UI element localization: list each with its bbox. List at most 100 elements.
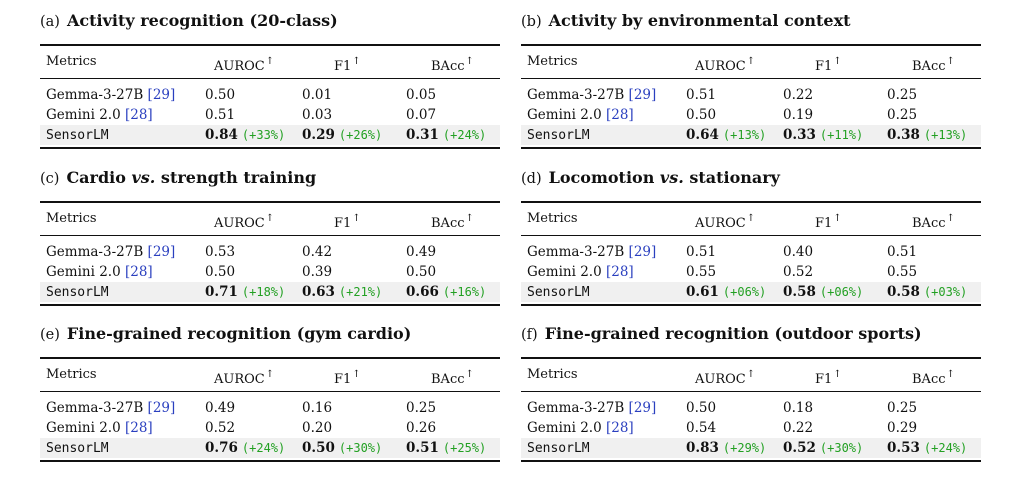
- mid-rule: [521, 391, 981, 392]
- model-name-cell: SensorLM: [46, 282, 109, 303]
- header-label: Metrics: [527, 54, 578, 69]
- header-label: F1: [815, 372, 833, 387]
- citation-link[interactable]: [28]: [124, 107, 153, 123]
- model-name: Gemma-3-27B: [46, 244, 144, 260]
- model-name-cell: Gemini 2.0 [28]: [46, 262, 153, 282]
- panel-heading: Fine-grained recognition (gym cardio): [67, 324, 411, 343]
- improvement-label: (+30%): [338, 441, 383, 455]
- metric-cell: 0.66 (+16%): [406, 282, 486, 302]
- bottom-rule: [40, 304, 500, 306]
- up-arrow-icon: ↑: [946, 213, 955, 224]
- citation-link[interactable]: [29]: [628, 244, 657, 260]
- header-row: Metrics AUROC↑ F1↑ BAcc↑: [40, 207, 500, 231]
- table-row: Gemini 2.0 [28] 0.50 0.19 0.25: [521, 105, 981, 125]
- top-rule: [40, 357, 500, 359]
- metric-value: 0.40: [783, 244, 814, 260]
- title-part: Locomotion: [548, 168, 660, 187]
- up-arrow-icon: ↑: [746, 369, 756, 380]
- metric-value: 0.19: [783, 107, 814, 123]
- citation-link[interactable]: [28]: [124, 264, 153, 280]
- metric-value: 0.71: [205, 284, 238, 300]
- header-row: Metrics AUROC↑ F1↑ BAcc↑: [521, 363, 981, 387]
- column-header-bacc: BAcc↑: [431, 207, 474, 236]
- table-row: Gemini 2.0 [28] 0.54 0.22 0.29: [521, 418, 981, 438]
- panel-heading: Activity by environmental context: [549, 11, 851, 30]
- citation-link[interactable]: [29]: [628, 87, 657, 103]
- model-name-cell: SensorLM: [527, 125, 590, 146]
- improvement-label: (+24%): [241, 441, 286, 455]
- improvement-label: (+13%): [923, 128, 968, 142]
- citation-link[interactable]: [28]: [605, 107, 634, 123]
- metric-value: 0.38: [887, 127, 920, 143]
- header-label: Metrics: [46, 54, 97, 69]
- table-row: Gemini 2.0 [28] 0.52 0.20 0.26: [40, 418, 500, 438]
- column-header-auroc: AUROC↑: [695, 207, 755, 236]
- column-header-metrics: Metrics: [527, 207, 578, 231]
- improvement-label: (+06%): [722, 285, 767, 299]
- model-name-cell: Gemini 2.0 [28]: [46, 105, 153, 125]
- metric-value: 0.83: [686, 440, 719, 456]
- up-arrow-icon: ↑: [265, 369, 275, 380]
- citation-link[interactable]: [29]: [147, 87, 176, 103]
- metric-cell: 0.25: [406, 398, 436, 418]
- header-label: Metrics: [527, 211, 578, 226]
- model-name-cell: Gemma-3-27B [29]: [46, 398, 175, 418]
- up-arrow-icon: ↑: [833, 369, 842, 380]
- citation-link[interactable]: [28]: [124, 420, 153, 436]
- header-label: BAcc: [431, 216, 465, 231]
- metric-value: 0.49: [406, 244, 437, 260]
- citation-link[interactable]: [28]: [605, 420, 634, 436]
- table-panel-c: (c) Cardio vs. strength training Metrics AU…: [40, 165, 500, 306]
- column-header-f1: F1↑: [334, 363, 361, 392]
- model-name: Gemini 2.0: [46, 420, 121, 436]
- metric-cell: 0.51: [686, 85, 716, 105]
- panel-title: (f) Fine-grained recognition (outdoor spo…: [521, 321, 981, 347]
- header-row: Metrics AUROC↑ F1↑ BAcc↑: [521, 50, 981, 74]
- metric-cell: 0.52 (+30%): [783, 438, 863, 458]
- column-header-auroc: AUROC↑: [214, 50, 274, 79]
- metric-value: 0.52: [205, 420, 236, 436]
- header-label: Metrics: [527, 367, 578, 382]
- title-part: vs.: [131, 168, 156, 187]
- model-name: Gemma-3-27B: [527, 244, 625, 260]
- metric-value: 0.49: [205, 400, 236, 416]
- title-part: Activity recognition (20-class): [66, 11, 338, 30]
- model-name: SensorLM: [527, 285, 590, 300]
- table-row: Gemma-3-27B [29] 0.50 0.01 0.05: [40, 85, 500, 105]
- model-name: Gemma-3-27B: [527, 87, 625, 103]
- metric-value: 0.52: [783, 440, 816, 456]
- column-header-auroc: AUROC↑: [214, 363, 274, 392]
- column-header-f1: F1↑: [815, 363, 842, 392]
- column-header-metrics: Metrics: [527, 50, 578, 74]
- metric-cell: 0.52: [205, 418, 235, 438]
- improvement-label: (+11%): [819, 128, 864, 142]
- model-name: Gemma-3-27B: [46, 87, 144, 103]
- citation-link[interactable]: [29]: [628, 400, 657, 416]
- citation-link[interactable]: [28]: [605, 264, 634, 280]
- header-label: AUROC: [214, 372, 265, 387]
- metric-value: 0.25: [406, 400, 437, 416]
- metric-cell: 0.40: [783, 242, 813, 262]
- metric-value: 0.51: [887, 244, 918, 260]
- citation-link[interactable]: [29]: [147, 400, 176, 416]
- table-row: Gemma-3-27B [29] 0.49 0.16 0.25: [40, 398, 500, 418]
- metric-cell: 0.29: [887, 418, 917, 438]
- title-part: strength training: [155, 168, 317, 187]
- metric-cell: 0.53: [205, 242, 235, 262]
- header-label: Metrics: [46, 367, 97, 382]
- citation-link[interactable]: [29]: [147, 244, 176, 260]
- header-label: AUROC: [214, 59, 265, 74]
- column-header-f1: F1↑: [815, 207, 842, 236]
- header-label: F1: [815, 216, 833, 231]
- column-header-bacc: BAcc↑: [431, 363, 474, 392]
- header-label: AUROC: [214, 216, 265, 231]
- metric-value: 0.07: [406, 107, 437, 123]
- table-panel-b: (b) Activity by environmental context Metr…: [521, 8, 981, 149]
- table-row-highlighted: SensorLM 0.76 (+24%) 0.50 (+30%) 0.51 (+25%): [40, 438, 500, 458]
- model-name: Gemma-3-27B: [46, 400, 144, 416]
- metric-value: 0.22: [783, 420, 814, 436]
- metric-cell: 0.26: [406, 418, 436, 438]
- metric-value: 0.55: [686, 264, 717, 280]
- header-label: F1: [334, 59, 352, 74]
- column-header-bacc: BAcc↑: [912, 50, 955, 79]
